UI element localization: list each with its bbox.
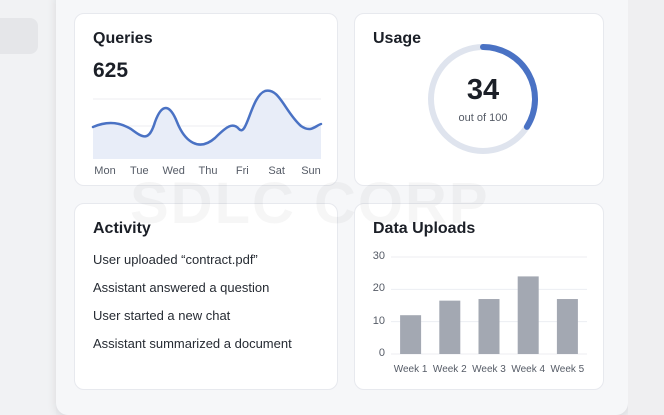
sidebar-item-active[interactable] [0,18,38,54]
window-edge [628,0,664,415]
activity-item[interactable]: User started a new chat [93,308,231,323]
queries-area [93,90,321,159]
usage-gauge [428,44,538,154]
queries-line [91,89,323,146]
activity-item[interactable]: Assistant summarized a document [93,336,292,351]
x-tick-label: Week 5 [550,364,585,375]
usage-title: Usage [373,30,422,47]
y-tick-label: 30 [372,250,385,262]
queries-value: 625 [93,59,129,82]
usage-card: Usage 34 out of 100 [354,13,604,186]
day-label: Thu [198,165,218,177]
queries-line-chart [91,89,323,159]
x-tick-label: Week 2 [432,364,467,375]
upload-bar [400,315,422,354]
x-tick-label: Week 1 [393,364,428,375]
upload-bar [556,299,578,354]
activity-item[interactable]: User uploaded “contract.pdf” [93,252,258,267]
queries-title: Queries [93,30,153,47]
uploads-card: Data Uploads 0 10 20 30 Week 1 Week 2 Week 3 We… [354,203,604,390]
day-label: Sat [268,165,285,177]
y-tick-label: 10 [372,314,385,327]
day-labels: Mon Tue Wed Thu Fri Sat Sun [75,165,339,179]
usage-gauge-arc [480,44,538,130]
y-tick-label: 20 [372,282,385,295]
x-tick-label: Week 4 [511,364,546,375]
upload-bar [439,300,461,354]
sidebar [0,0,56,415]
day-label: Mon [94,165,116,177]
activity-title: Activity [93,220,151,237]
day-label: Sun [301,165,321,177]
upload-bar [517,276,539,354]
upload-bar [478,299,500,354]
day-label: Fri [235,165,249,177]
day-label: Tue [130,165,149,177]
uploads-title: Data Uploads [373,220,476,237]
day-label: Wed [162,165,185,177]
x-tick-label: Week 3 [472,364,506,375]
activity-card: Activity User uploaded “contract.pdf” As… [74,203,338,390]
activity-item[interactable]: Assistant answered a question [93,280,270,295]
queries-card: Queries 625 Mon Tue Wed Thu Fri Sat Sun [74,13,338,186]
uploads-bar-chart [391,256,587,355]
usage-subtitle: out of 100 [458,112,508,124]
y-tick-label: 0 [378,347,385,359]
usage-value: 34 [466,74,500,106]
